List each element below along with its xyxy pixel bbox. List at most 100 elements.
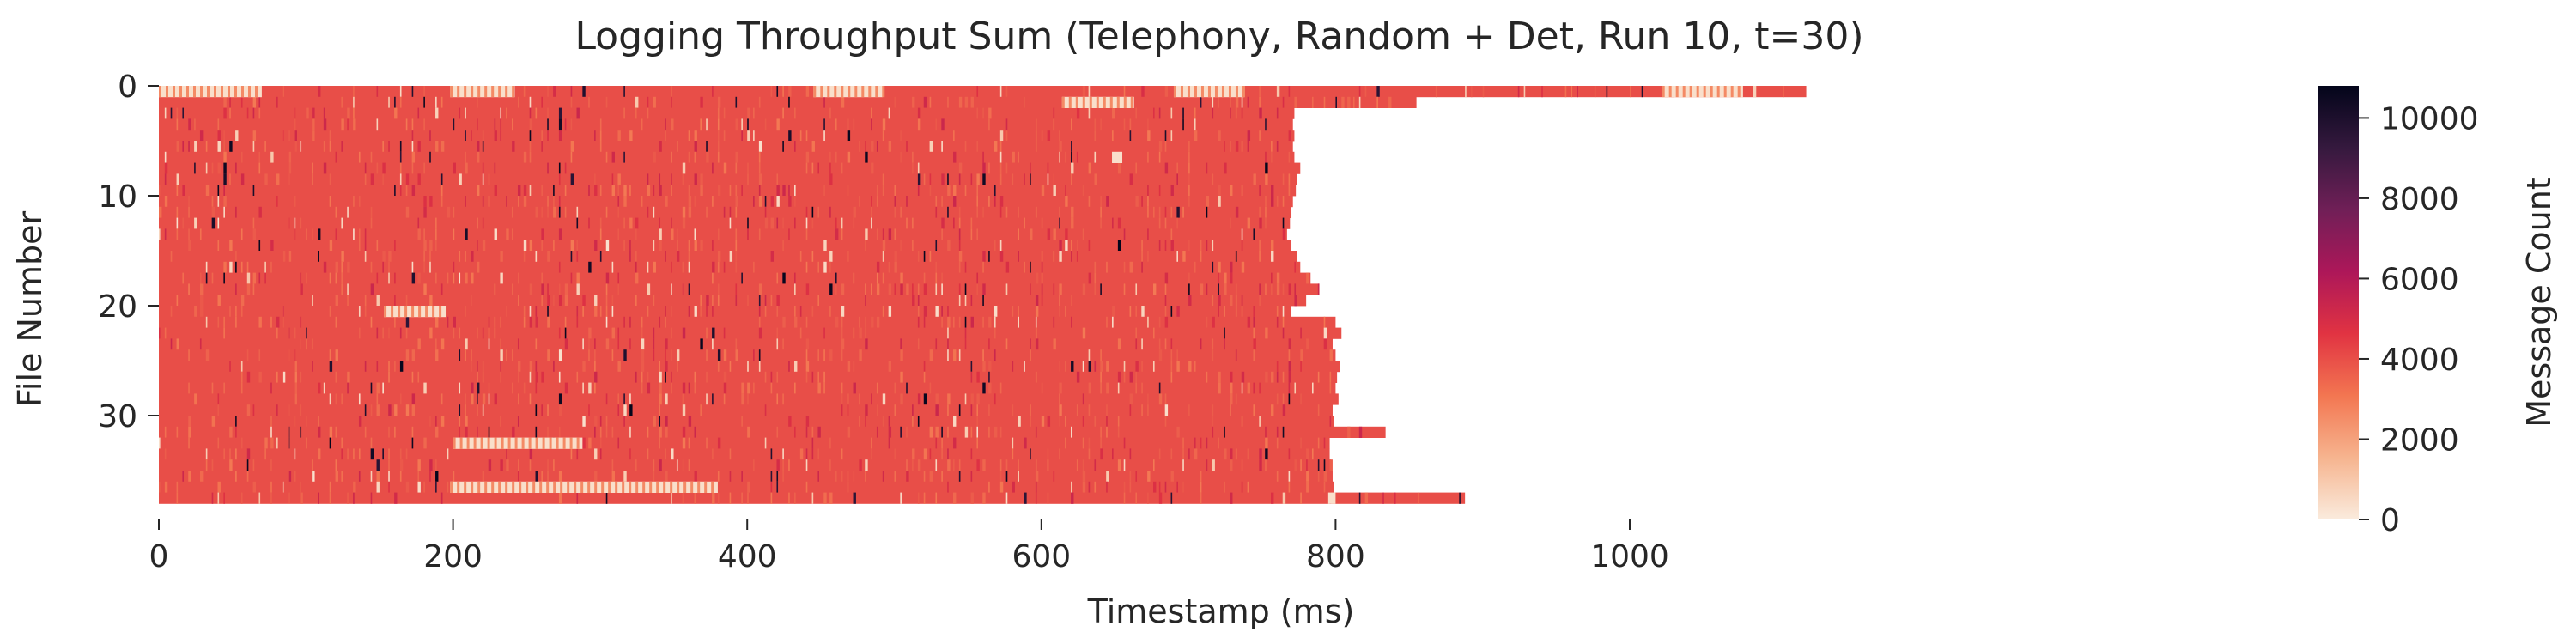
heatmap-cell <box>741 185 743 197</box>
heatmap-cell <box>841 96 845 108</box>
heatmap-cell <box>500 107 502 119</box>
heatmap-cell <box>1018 228 1019 240</box>
heatmap-cell <box>735 196 738 208</box>
heatmap-cell <box>252 107 255 119</box>
heatmap-cell <box>847 393 849 405</box>
heatmap-row <box>159 107 1295 119</box>
heatmap-cell <box>270 240 274 252</box>
heatmap-cell <box>258 272 261 284</box>
heatmap-cell <box>1230 492 1233 504</box>
heatmap-cell <box>817 371 820 383</box>
heatmap-cell <box>999 481 1004 493</box>
heatmap-row-base <box>159 217 1291 229</box>
heatmap-cell <box>706 327 708 339</box>
heatmap-cell <box>440 173 443 185</box>
heatmap-cell <box>611 459 614 471</box>
heatmap-cell <box>1276 426 1279 438</box>
heatmap-cell <box>194 217 197 229</box>
heatmap-row <box>159 404 1333 416</box>
heatmap-cell <box>1259 283 1261 295</box>
heatmap-cell <box>347 382 349 394</box>
heatmap-cell <box>735 349 738 361</box>
heatmap-cell <box>411 437 414 449</box>
heatmap-cell <box>388 261 390 273</box>
heatmap-cell <box>394 426 396 438</box>
heatmap-cell <box>665 316 666 328</box>
heatmap-cell <box>1035 471 1039 483</box>
heatmap-cell <box>294 217 296 229</box>
heatmap-cell <box>794 361 798 373</box>
heatmap-cell <box>859 141 860 153</box>
heatmap-cell <box>629 130 633 142</box>
heatmap-cell <box>1112 130 1114 142</box>
heatmap-cell <box>440 492 443 504</box>
heatmap-cell <box>1218 295 1221 307</box>
heatmap-cell <box>506 196 507 208</box>
x-tick-label: 600 <box>1012 539 1071 574</box>
heatmap-cell <box>199 306 204 318</box>
heatmap-cell <box>228 86 230 98</box>
heatmap-cell <box>459 416 461 428</box>
heatmap-cell <box>447 316 449 328</box>
heatmap-cell <box>764 206 767 218</box>
heatmap-cell <box>465 272 468 284</box>
heatmap-cell <box>453 228 455 240</box>
heatmap-cell <box>1212 107 1214 119</box>
heatmap-cell <box>841 162 843 174</box>
heatmap-cell <box>1164 338 1167 350</box>
heatmap-cell <box>970 404 973 416</box>
heatmap-cell <box>676 349 680 361</box>
heatmap-cell <box>553 481 556 493</box>
heatmap-cell <box>1117 459 1121 471</box>
heatmap-cell <box>999 196 1004 208</box>
heatmap-cell <box>1141 306 1145 318</box>
heatmap-cell <box>576 217 579 229</box>
heatmap-cell <box>712 306 714 318</box>
heatmap-cell <box>1358 492 1361 504</box>
heatmap-cell <box>847 151 851 163</box>
heatmap-cell <box>676 361 678 373</box>
heatmap-cell <box>335 228 337 240</box>
heatmap-cell <box>747 295 749 307</box>
heatmap-cell <box>523 86 526 98</box>
heatmap-cell <box>252 481 257 493</box>
heatmap-cell <box>871 141 874 153</box>
heatmap-cell <box>1271 185 1274 197</box>
heatmap-cell <box>1082 437 1084 449</box>
heatmap-cell <box>799 448 804 460</box>
heatmap-cell <box>1053 173 1055 185</box>
heatmap-cell <box>629 217 633 229</box>
heatmap-cell <box>1158 481 1161 493</box>
heatmap-cell <box>941 118 945 131</box>
heatmap-cell <box>1164 316 1169 328</box>
heatmap-cell <box>1247 141 1249 153</box>
heatmap-cell <box>629 251 631 263</box>
heatmap-cell <box>405 349 410 361</box>
heatmap-cell <box>953 349 957 361</box>
heatmap-cell <box>1059 283 1062 295</box>
heatmap-cell <box>465 107 466 119</box>
heatmap-cell <box>1005 492 1008 504</box>
heatmap-cell <box>1005 206 1008 218</box>
heatmap-cell <box>764 196 767 208</box>
heatmap-cell <box>623 240 625 252</box>
heatmap-cell <box>923 306 927 318</box>
heatmap-cell <box>947 426 949 438</box>
heatmap-cell <box>347 448 349 460</box>
heatmap-cell <box>1247 96 1249 108</box>
heatmap-cell <box>1294 382 1297 394</box>
heatmap-cell <box>1230 404 1231 416</box>
heatmap-cell <box>464 86 467 98</box>
heatmap-cell <box>1235 251 1237 263</box>
heatmap-cell <box>364 426 367 438</box>
heatmap-cell <box>1076 151 1078 163</box>
heatmap-cell <box>500 371 502 383</box>
heatmap-cell <box>1200 471 1202 483</box>
heatmap-cell <box>753 459 755 471</box>
heatmap-cell <box>1094 459 1097 471</box>
colorbar <box>2318 86 2359 519</box>
heatmap-row-base <box>159 240 1292 252</box>
heatmap-cell <box>988 118 990 131</box>
heatmap-cell <box>993 306 998 318</box>
heatmap-cell <box>1082 361 1084 373</box>
